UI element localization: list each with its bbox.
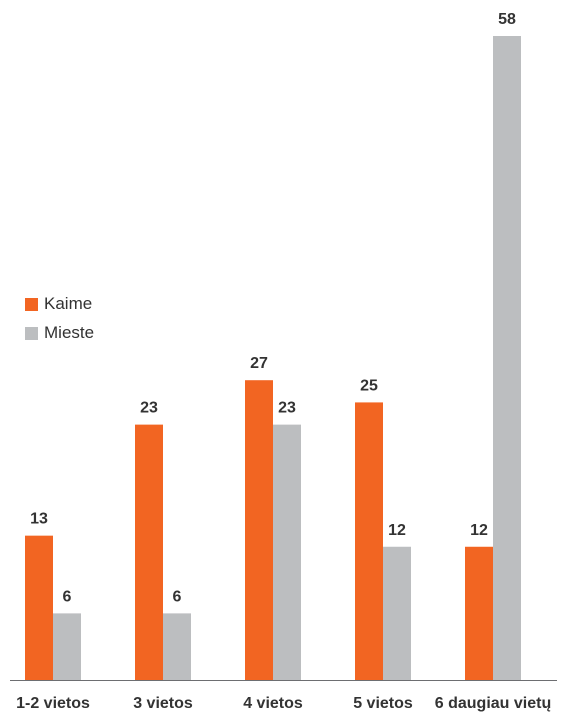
legend: Kaime Mieste <box>25 294 94 352</box>
bar-mieste-1 <box>163 613 191 680</box>
bar-kaime-1 <box>135 424 163 680</box>
data-label-kaime-3: 25 <box>360 377 378 394</box>
bar-mieste-2 <box>273 424 301 680</box>
x-tick-label-2: 4 vietos <box>243 695 303 712</box>
data-label-mieste-3: 12 <box>388 522 406 539</box>
data-label-kaime-2: 27 <box>250 355 268 372</box>
bar-kaime-4 <box>465 546 493 680</box>
data-label-mieste-0: 6 <box>63 588 72 605</box>
data-label-kaime-4: 12 <box>470 522 488 539</box>
data-label-mieste-4: 58 <box>498 11 516 28</box>
x-tick-label-0: 1-2 vietos <box>16 695 90 712</box>
x-tick-label-3: 5 vietos <box>353 695 413 712</box>
x-tick-label-4: 6 daugiau vietų <box>435 695 551 712</box>
bar-kaime-3 <box>355 402 383 680</box>
data-label-mieste-1: 6 <box>173 588 182 605</box>
bar-kaime-2 <box>245 380 273 680</box>
bar-mieste-3 <box>383 546 411 680</box>
legend-item-kaime: Kaime <box>25 294 94 314</box>
legend-item-mieste: Mieste <box>25 323 94 343</box>
data-label-mieste-2: 23 <box>278 400 296 417</box>
legend-swatch-kaime <box>25 297 38 311</box>
legend-label-mieste: Mieste <box>44 323 95 342</box>
bar-mieste-0 <box>53 613 81 680</box>
bar-mieste-4 <box>493 36 521 680</box>
data-label-kaime-1: 23 <box>140 400 158 417</box>
legend-swatch-mieste <box>25 326 38 340</box>
legend-label-kaime: Kaime <box>44 294 93 313</box>
bar-kaime-0 <box>25 535 53 680</box>
data-label-kaime-0: 13 <box>30 511 48 528</box>
x-tick-label-1: 3 vietos <box>133 695 193 712</box>
